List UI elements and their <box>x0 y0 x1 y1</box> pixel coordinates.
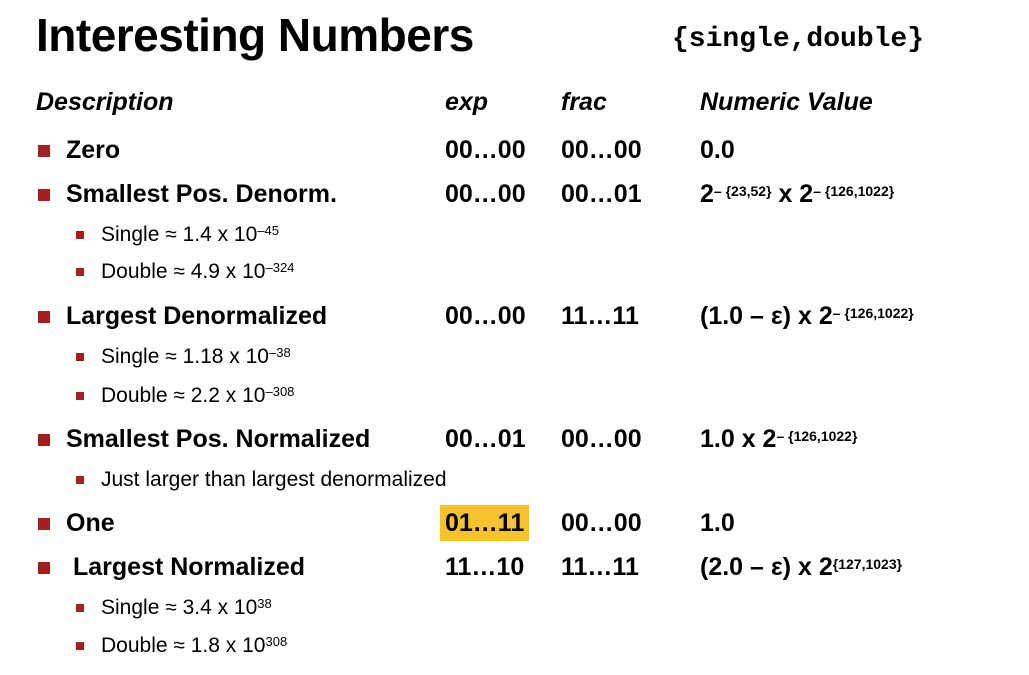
page-subtitle: {single,double} <box>672 24 925 55</box>
square-bullet-icon <box>76 268 84 276</box>
value-exponent: – {126,1022} <box>832 304 914 321</box>
sub-item-text: Double ≈ 2.2 x 10–308 <box>101 384 295 407</box>
row-label: Zero <box>66 136 121 164</box>
sub-item-text: Single ≈ 1.4 x 10–45 <box>101 223 280 246</box>
square-bullet-icon <box>38 518 50 530</box>
square-bullet-icon <box>38 311 50 323</box>
square-bullet-icon <box>76 353 84 361</box>
row-value: 1.0 <box>700 506 735 540</box>
value-base: 0.0 <box>700 136 735 164</box>
square-bullet-icon <box>76 604 84 612</box>
table-row: Largest Denormalized 00…00 11…11 (1.0 – … <box>0 299 1029 333</box>
square-bullet-icon <box>38 145 50 157</box>
row-exp: 00…01 <box>445 425 526 453</box>
row-value: (2.0 – ε) x 2{127,1023} <box>700 550 902 584</box>
square-bullet-icon <box>76 476 84 484</box>
header-frac: frac <box>561 88 607 116</box>
value-exponent: {127,1023} <box>832 555 903 572</box>
table-row: Smallest Pos. Denorm. 00…00 00…01 2– {23… <box>0 177 1029 211</box>
sub-item-text: Just larger than largest denormalized <box>101 468 447 491</box>
row-frac: 00…01 <box>561 180 642 208</box>
value-base: 2 <box>700 180 714 208</box>
value-exponent: – {126,1022} <box>813 182 895 199</box>
row-frac: 11…11 <box>561 302 639 330</box>
value-exponent: – {126,1022} <box>776 427 858 444</box>
row-label: Smallest Pos. Denorm. <box>66 180 337 208</box>
row-frac: 00…00 <box>561 509 642 537</box>
page-title: Interesting Numbers <box>36 9 474 61</box>
row-value: 0.0 <box>700 133 735 167</box>
value-base: (2.0 – ε) x 2 <box>700 553 833 581</box>
list-item: Double ≈ 4.9 x 10–324 <box>0 257 1029 291</box>
row-frac: 11…11 <box>561 553 639 581</box>
table-row: One 01…11 00…00 1.0 <box>0 505 1029 541</box>
list-item: Double ≈ 1.8 x 10308 <box>0 631 1029 665</box>
table-row: Smallest Pos. Normalized 00…01 00…00 1.0… <box>0 422 1029 456</box>
square-bullet-icon <box>38 189 50 201</box>
list-item: Just larger than largest denormalized <box>0 465 1029 499</box>
header-numeric-value: Numeric Value <box>700 88 873 116</box>
table-row: Largest Normalized 11…10 11…11 (2.0 – ε)… <box>0 550 1029 584</box>
value-base: 1.0 <box>700 509 735 537</box>
value-exponent: – {23,52} <box>713 182 772 199</box>
row-exp: 00…00 <box>445 302 526 330</box>
square-bullet-icon <box>38 562 50 574</box>
value-base: (1.0 – ε) x 2 <box>700 302 833 330</box>
list-item: Double ≈ 2.2 x 10–308 <box>0 381 1029 415</box>
square-bullet-icon <box>76 642 84 650</box>
header-description: Description <box>36 88 174 116</box>
row-value: 2– {23,52} x 2– {126,1022} <box>700 177 894 211</box>
row-label: Largest Denormalized <box>66 302 328 330</box>
highlight-box: 01…11 <box>440 505 530 541</box>
row-label: Smallest Pos. Normalized <box>66 425 371 453</box>
row-exp: 00…00 <box>445 180 526 208</box>
row-exp: 00…00 <box>445 136 526 164</box>
square-bullet-icon <box>76 392 84 400</box>
row-exp-highlighted: 01…11 <box>440 505 530 541</box>
list-item: Single ≈ 1.18 x 10–38 <box>0 342 1029 376</box>
sub-item-text: Double ≈ 1.8 x 10308 <box>101 634 288 657</box>
sub-item-text: Double ≈ 4.9 x 10–324 <box>101 260 295 283</box>
value-base: x 2 <box>771 180 814 208</box>
square-bullet-icon <box>76 231 84 239</box>
list-item: Single ≈ 3.4 x 1038 <box>0 593 1029 627</box>
row-label: One <box>66 509 115 537</box>
row-value: (1.0 – ε) x 2– {126,1022} <box>700 299 914 333</box>
row-frac: 00…00 <box>561 136 642 164</box>
header-exp: exp <box>445 88 489 116</box>
sub-item-text: Single ≈ 3.4 x 1038 <box>101 596 272 619</box>
sub-item-text: Single ≈ 1.18 x 10–38 <box>101 345 291 368</box>
value-base: 1.0 x 2 <box>700 425 777 453</box>
row-frac: 00…00 <box>561 425 642 453</box>
row-exp: 11…10 <box>445 553 525 581</box>
row-label: Largest Normalized <box>73 553 306 581</box>
square-bullet-icon <box>38 434 50 446</box>
table-row: Zero 00…00 00…00 0.0 <box>0 133 1029 167</box>
row-value: 1.0 x 2– {126,1022} <box>700 422 857 456</box>
list-item: Single ≈ 1.4 x 10–45 <box>0 220 1029 254</box>
